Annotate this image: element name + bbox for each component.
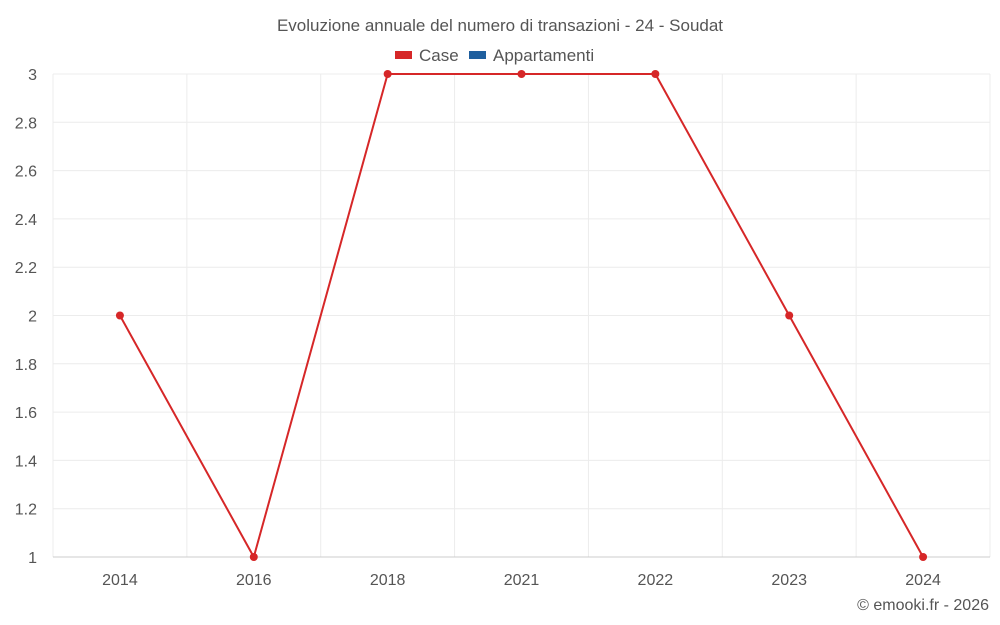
y-tick-label: 2.2 <box>15 260 37 277</box>
series-layer <box>115 70 928 561</box>
legend-label-appartamenti[interactable]: Appartamenti <box>493 46 594 65</box>
data-point-case[interactable] <box>249 553 258 561</box>
legend-swatch-case[interactable] <box>395 51 412 59</box>
x-tick-label: 2024 <box>905 572 941 589</box>
data-point-case[interactable] <box>651 70 660 78</box>
y-tick-label: 2.8 <box>15 115 37 132</box>
x-tick-label: 2018 <box>370 572 406 589</box>
data-point-case[interactable] <box>383 70 392 78</box>
y-tick-label: 2.4 <box>15 212 37 229</box>
y-tick-label: 1.4 <box>15 453 37 470</box>
y-tick-label: 2.6 <box>15 164 37 181</box>
y-tick-label: 1.6 <box>15 405 37 422</box>
x-axis-ticks: 2014 2016 2018 2021 2022 2023 2024 <box>102 572 941 589</box>
chart-title: Evoluzione annuale del numero di transaz… <box>277 16 723 35</box>
legend-swatch-appartamenti[interactable] <box>469 51 486 59</box>
data-point-case[interactable] <box>919 553 928 561</box>
grid-lines <box>52 73 991 558</box>
data-point-case[interactable] <box>785 311 794 320</box>
x-tick-label: 2014 <box>102 572 138 589</box>
x-tick-label: 2021 <box>504 572 540 589</box>
y-tick-label: 2 <box>28 309 37 326</box>
y-tick-label: 3 <box>28 67 37 84</box>
x-tick-label: 2016 <box>236 572 272 589</box>
y-tick-label: 1 <box>28 550 37 567</box>
y-axis-ticks: 1 1.2 1.4 1.6 1.8 2 2.2 2.4 2.6 2.8 3 <box>15 67 37 567</box>
y-tick-label: 1.2 <box>15 502 37 519</box>
credit-text: © emooki.fr - 2026 <box>857 597 989 614</box>
legend: Case Appartamenti <box>395 46 594 65</box>
data-point-case[interactable] <box>517 70 526 78</box>
x-tick-label: 2022 <box>638 572 674 589</box>
y-tick-label: 1.8 <box>15 357 37 374</box>
x-tick-label: 2023 <box>771 572 807 589</box>
legend-label-case[interactable]: Case <box>419 46 459 65</box>
data-point-case[interactable] <box>115 311 124 320</box>
